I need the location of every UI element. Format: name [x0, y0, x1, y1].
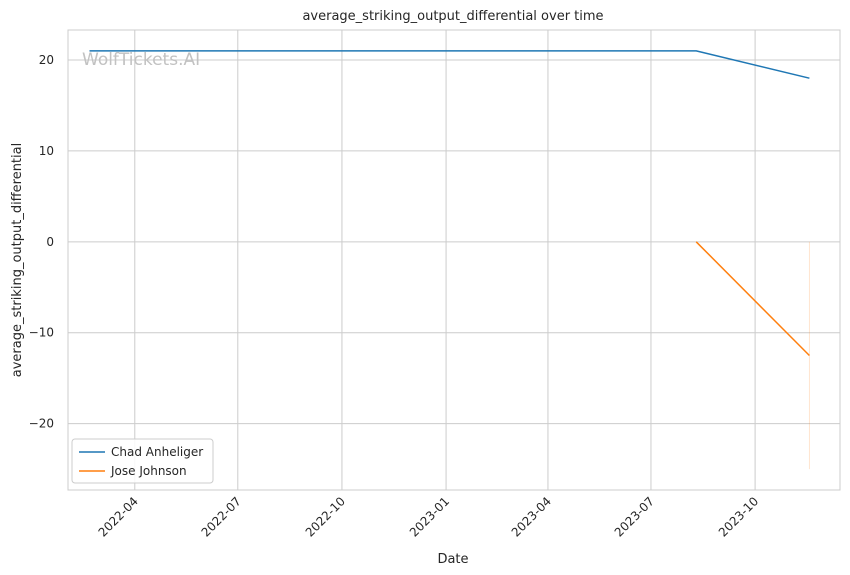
- legend: Chad Anheliger Jose Johnson: [71, 438, 214, 484]
- x-tick-label: 2022-04: [96, 494, 141, 539]
- chart-title: average_striking_output_differential ove…: [302, 9, 603, 24]
- series-line-0: [89, 50, 810, 79]
- legend-label-jose: Jose Johnson: [110, 464, 187, 478]
- x-tick-label: 2023-04: [509, 494, 554, 539]
- plot-area: [68, 30, 840, 490]
- y-tick-label: 0: [46, 235, 54, 249]
- x-tick-label: 2023-10: [716, 494, 761, 539]
- x-tick-label: 2023-01: [407, 494, 452, 539]
- grid: [68, 30, 840, 490]
- x-tick-label: 2023-07: [612, 494, 657, 539]
- x-tick-label: 2022-10: [303, 494, 348, 539]
- series-line-1: [695, 241, 810, 357]
- legend-label-chad: Chad Anheliger: [111, 445, 203, 459]
- plot-frame: [67, 29, 841, 491]
- x-tick-labels: 2022-04 2022-07 2022-10 2023-01 2023-04 2023-…: [96, 494, 762, 539]
- x-axis-label: Date: [437, 552, 468, 567]
- y-axis-label: average_striking_output_differential: [10, 143, 25, 377]
- watermark-text: WolfTickets.AI: [82, 50, 200, 70]
- legend-box: [71, 438, 214, 484]
- y-tick-labels: 20 10 0 −10 −20: [29, 53, 54, 431]
- y-tick-label: 20: [39, 53, 54, 67]
- y-tick-label: 10: [39, 144, 54, 158]
- y-tick-label: −10: [29, 326, 54, 340]
- y-tick-label: −20: [29, 417, 54, 431]
- x-tick-label: 2022-07: [199, 494, 244, 539]
- series-layer: [89, 50, 810, 357]
